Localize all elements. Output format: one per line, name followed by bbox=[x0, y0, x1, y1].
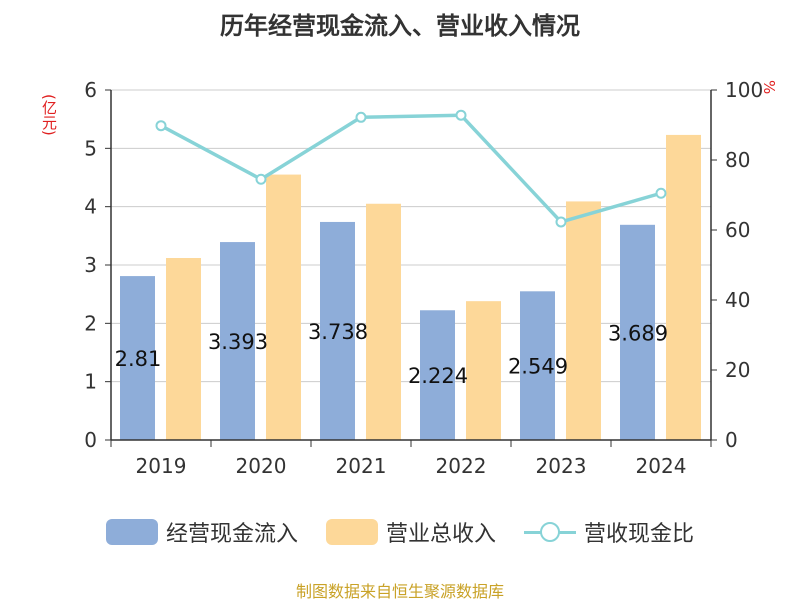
bar-revenue bbox=[366, 203, 401, 440]
ratio-point bbox=[155, 120, 167, 132]
y-right-tick-label: 60 bbox=[725, 218, 750, 242]
y-right-tick-label: 0 bbox=[725, 428, 738, 452]
legend-item-ratio[interactable]: 营收现金比 bbox=[524, 516, 694, 548]
ratio-line bbox=[160, 113, 662, 224]
legend-label-revenue: 营业总收入 bbox=[385, 522, 496, 547]
ratio-point bbox=[555, 216, 567, 228]
ratio-point bbox=[455, 109, 467, 121]
ratio-point bbox=[255, 173, 267, 185]
y-left-tick-label: 1 bbox=[84, 370, 97, 394]
bar-cash-inflow bbox=[320, 221, 355, 440]
data-label-cash-inflow: 3.393 bbox=[208, 330, 268, 354]
bar-revenue bbox=[466, 301, 501, 440]
left-axis-unit: (亿元) bbox=[40, 94, 58, 136]
bar-revenue bbox=[666, 134, 701, 440]
data-label-cash-inflow: 2.224 bbox=[408, 364, 468, 388]
y-left-tick-label: 3 bbox=[84, 253, 97, 277]
legend-item-cash-inflow[interactable]: 经营现金流入 bbox=[105, 516, 298, 548]
y-left-tick-label: 6 bbox=[84, 78, 97, 102]
y-right-tick-label: 100 bbox=[725, 78, 763, 102]
legend-swatch-revenue bbox=[325, 519, 378, 545]
bar-revenue bbox=[166, 258, 201, 440]
x-tick-label: 2024 bbox=[636, 454, 687, 478]
bar-cash-inflow bbox=[220, 242, 255, 440]
legend-swatch-ratio bbox=[524, 519, 576, 545]
x-tick-label: 2022 bbox=[436, 454, 487, 478]
bar-cash-inflow bbox=[520, 291, 555, 440]
x-tick-label: 2019 bbox=[136, 454, 187, 478]
legend-item-revenue[interactable]: 营业总收入 bbox=[325, 516, 496, 548]
data-label-cash-inflow: 3.738 bbox=[308, 320, 368, 344]
data-source-note: 制图数据来自恒生聚源数据库 bbox=[295, 582, 504, 601]
ratio-point bbox=[655, 187, 667, 199]
legend-label-ratio: 营收现金比 bbox=[584, 522, 695, 547]
bar-cash-inflow bbox=[420, 310, 455, 440]
bar-cash-inflow bbox=[620, 224, 655, 440]
bar-revenue bbox=[266, 174, 301, 441]
y-left-tick-label: 0 bbox=[84, 428, 97, 452]
x-tick-label: 2021 bbox=[336, 454, 387, 478]
legend-swatch-cash-inflow bbox=[105, 519, 158, 545]
data-label-cash-inflow: 2.81 bbox=[115, 347, 162, 371]
y-left-tick-label: 4 bbox=[84, 195, 97, 219]
bar-revenue bbox=[566, 201, 601, 440]
data-label-cash-inflow: 2.549 bbox=[508, 355, 568, 379]
y-right-tick-label: 20 bbox=[725, 358, 750, 382]
bar-cash-inflow bbox=[120, 276, 155, 440]
y-left-tick-label: 5 bbox=[84, 136, 97, 160]
y-right-tick-label: 80 bbox=[725, 148, 750, 172]
data-label-cash-inflow: 3.689 bbox=[608, 321, 668, 345]
y-right-tick-label: 40 bbox=[725, 288, 750, 312]
x-tick-label: 2020 bbox=[236, 454, 287, 478]
legend-label-cash-inflow: 经营现金流入 bbox=[165, 522, 298, 547]
ratio-point bbox=[355, 111, 367, 123]
x-tick-label: 2023 bbox=[536, 454, 587, 478]
legend: 经营现金流入 营业总收入 营收现金比 bbox=[0, 516, 800, 548]
y-left-tick-label: 2 bbox=[84, 311, 97, 335]
chart-title: 历年经营现金流入、营业收入情况 bbox=[220, 12, 580, 40]
